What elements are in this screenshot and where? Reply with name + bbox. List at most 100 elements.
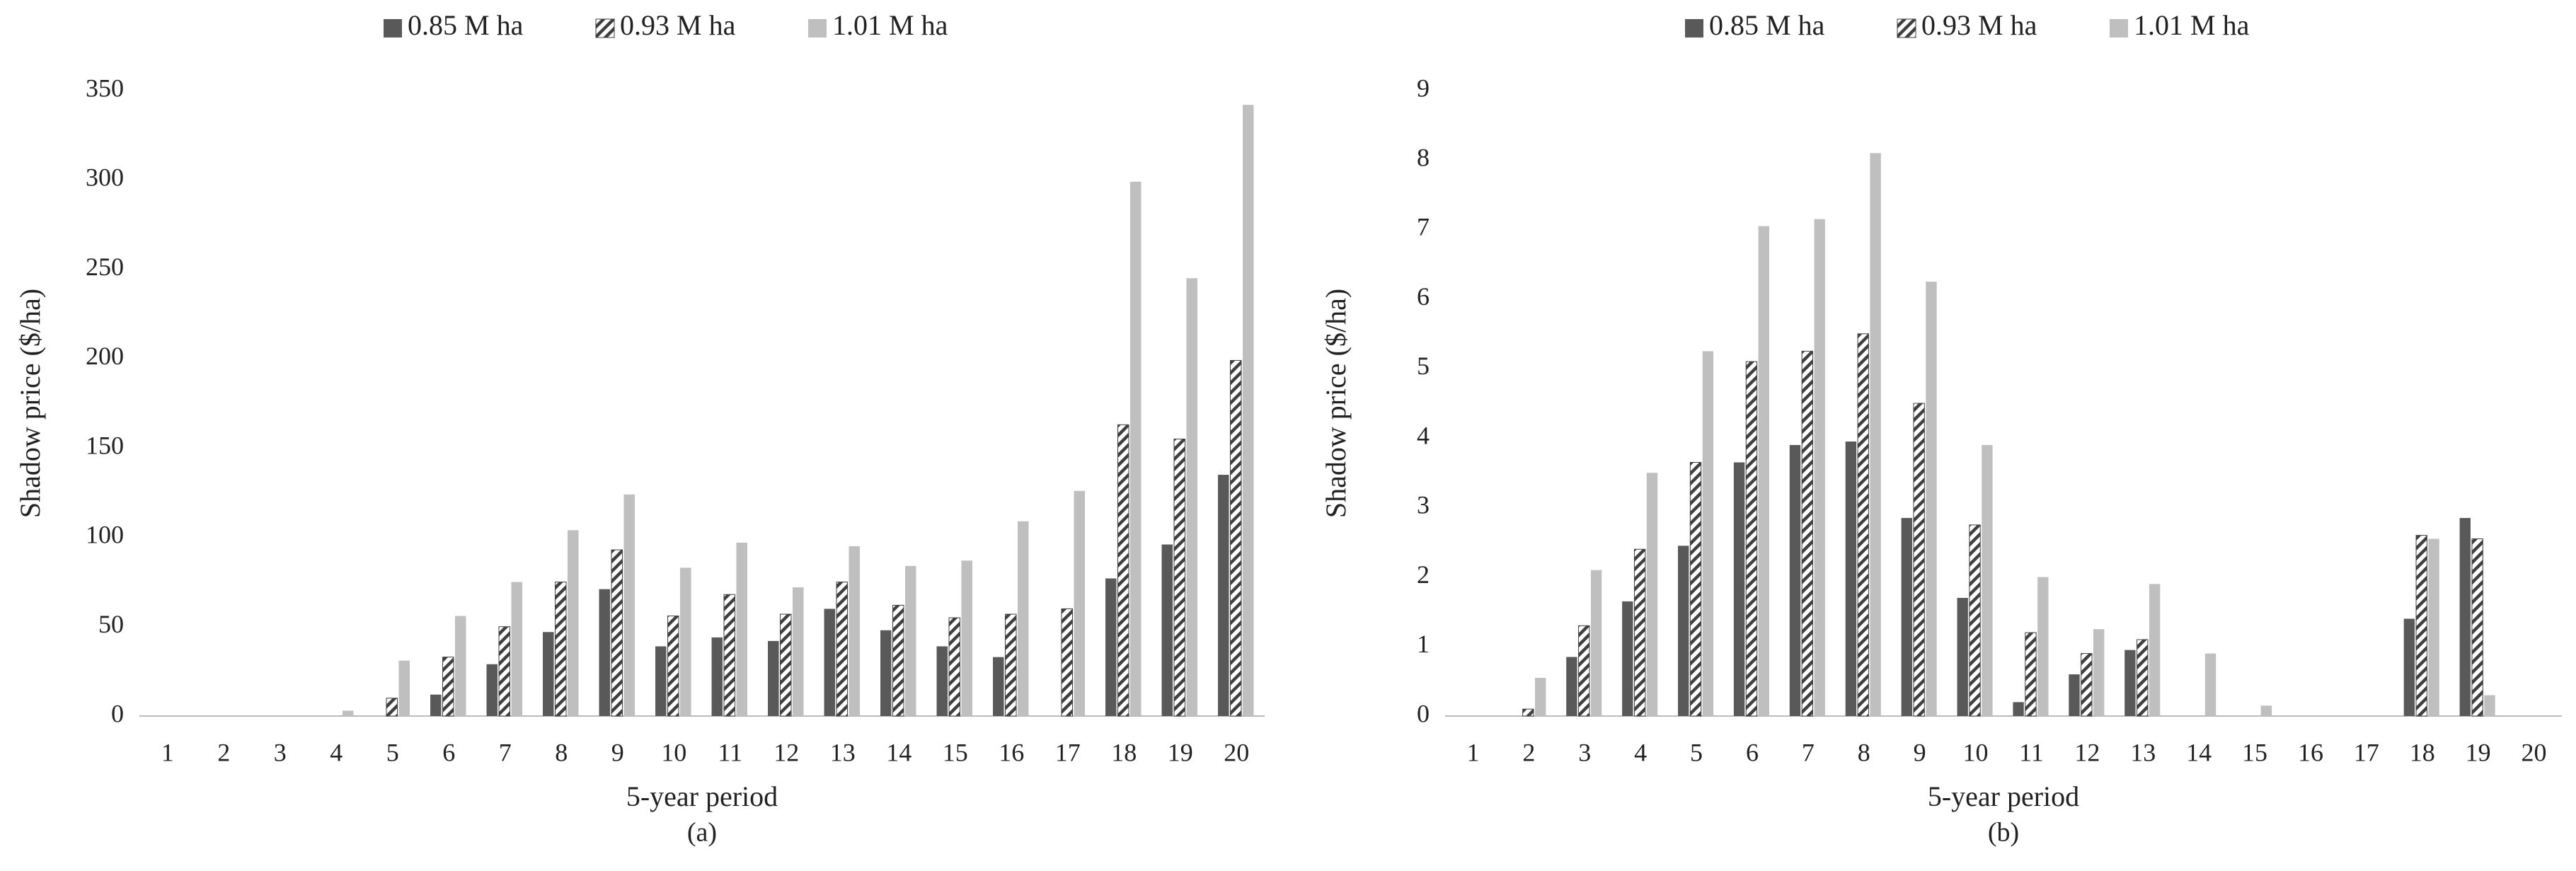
- bar: [1129, 181, 1142, 717]
- bar: [1814, 219, 1825, 716]
- bar: [486, 664, 498, 716]
- y-tick-label: 3: [1417, 491, 1430, 519]
- x-axis-label: 5-year period: [626, 780, 778, 812]
- legend-label: 0.85 M ha: [1709, 9, 1825, 41]
- x-tick-label: 2: [217, 738, 230, 766]
- bar: [2415, 535, 2427, 717]
- legend-label: 0.93 M ha: [1921, 9, 2037, 41]
- y-tick-label: 50: [98, 610, 124, 638]
- x-tick-label: 19: [2466, 738, 2491, 766]
- caption: (b): [1988, 818, 2019, 848]
- y-tick-label: 8: [1417, 143, 1430, 171]
- bar: [1789, 444, 1801, 716]
- bar: [667, 616, 679, 717]
- bar: [780, 613, 792, 717]
- x-tick-label: 10: [1963, 738, 1989, 766]
- legend-swatch: [595, 18, 615, 38]
- y-tick-label: 5: [1417, 352, 1430, 380]
- y-tick-label: 7: [1417, 213, 1430, 241]
- bar: [1646, 473, 1658, 716]
- x-tick-label: 8: [555, 738, 568, 766]
- bar: [511, 582, 522, 716]
- bar: [1535, 677, 1546, 716]
- legend-label: 1.01 M ha: [832, 9, 948, 41]
- y-tick-label: 6: [1417, 282, 1430, 311]
- legend-swatch: [1897, 18, 1916, 38]
- bar: [1622, 601, 1633, 716]
- bar: [880, 630, 892, 716]
- bar: [2025, 632, 2037, 717]
- bar: [679, 567, 691, 716]
- bar: [948, 617, 960, 717]
- bar: [1173, 439, 1185, 717]
- bar: [398, 660, 410, 716]
- bar: [1689, 461, 1702, 717]
- x-tick-label: 19: [1168, 738, 1193, 766]
- x-tick-label: 12: [2074, 738, 2100, 766]
- legend-label: 0.93 M ha: [620, 9, 736, 41]
- x-tick-label: 3: [1578, 738, 1591, 766]
- bar: [543, 632, 554, 716]
- x-tick-label: 10: [661, 738, 686, 766]
- y-tick-label: 100: [86, 521, 124, 549]
- bar: [2037, 577, 2049, 716]
- bar: [1186, 278, 1197, 716]
- y-tick-label: 1: [1417, 630, 1430, 658]
- bar: [1901, 518, 1912, 716]
- bar: [736, 543, 747, 716]
- x-tick-label: 12: [774, 738, 799, 766]
- bar: [1926, 282, 1937, 717]
- x-axis-label: 5-year period: [1928, 780, 2079, 812]
- x-tick-label: 7: [1802, 738, 1815, 766]
- bar: [2149, 584, 2161, 716]
- y-tick-label: 250: [86, 253, 124, 281]
- legend-label: 0.85 M ha: [408, 9, 524, 41]
- bar: [2484, 695, 2495, 716]
- x-tick-label: 14: [2186, 738, 2212, 766]
- y-tick-label: 200: [86, 342, 124, 370]
- bar: [2069, 674, 2080, 716]
- bar: [2124, 650, 2136, 716]
- bar: [1074, 490, 1085, 716]
- bar: [2204, 653, 2216, 716]
- x-tick-label: 9: [1914, 738, 1926, 766]
- x-tick-label: 13: [830, 738, 856, 766]
- bar: [711, 637, 723, 716]
- legend-swatch: [808, 19, 827, 38]
- bar: [611, 549, 623, 717]
- y-tick-label: 2: [1417, 560, 1430, 589]
- bar: [1005, 613, 1017, 717]
- x-tick-label: 5: [1690, 738, 1703, 766]
- x-tick-label: 1: [161, 738, 174, 766]
- bar: [442, 657, 454, 717]
- y-tick-label: 350: [86, 74, 124, 102]
- x-tick-label: 14: [886, 738, 912, 766]
- bar: [961, 560, 972, 716]
- bar: [1117, 424, 1129, 717]
- y-tick-label: 4: [1417, 421, 1430, 449]
- bar: [1957, 598, 1968, 716]
- bar: [2459, 518, 2471, 716]
- y-axis-label: Shadow price ($/ha): [14, 289, 46, 518]
- x-tick-label: 20: [1224, 738, 1249, 766]
- bar: [1242, 105, 1254, 717]
- caption: (a): [687, 818, 717, 848]
- x-tick-label: 5: [386, 738, 399, 766]
- bar: [824, 608, 836, 716]
- bar: [1230, 359, 1242, 717]
- bar: [2471, 538, 2483, 717]
- x-tick-label: 16: [2298, 738, 2323, 766]
- bar: [555, 582, 567, 717]
- x-tick-label: 11: [2019, 738, 2044, 766]
- bar: [1061, 608, 1073, 717]
- y-tick-label: 0: [1417, 699, 1430, 727]
- x-tick-label: 1: [1466, 738, 1479, 766]
- x-tick-label: 15: [943, 738, 968, 766]
- bar: [1590, 570, 1602, 716]
- bar: [1758, 226, 1769, 716]
- x-tick-label: 17: [1055, 738, 1081, 766]
- bar: [1913, 403, 1925, 717]
- bar: [567, 530, 579, 716]
- x-tick-label: 18: [1111, 738, 1137, 766]
- legend-swatch: [2110, 19, 2128, 38]
